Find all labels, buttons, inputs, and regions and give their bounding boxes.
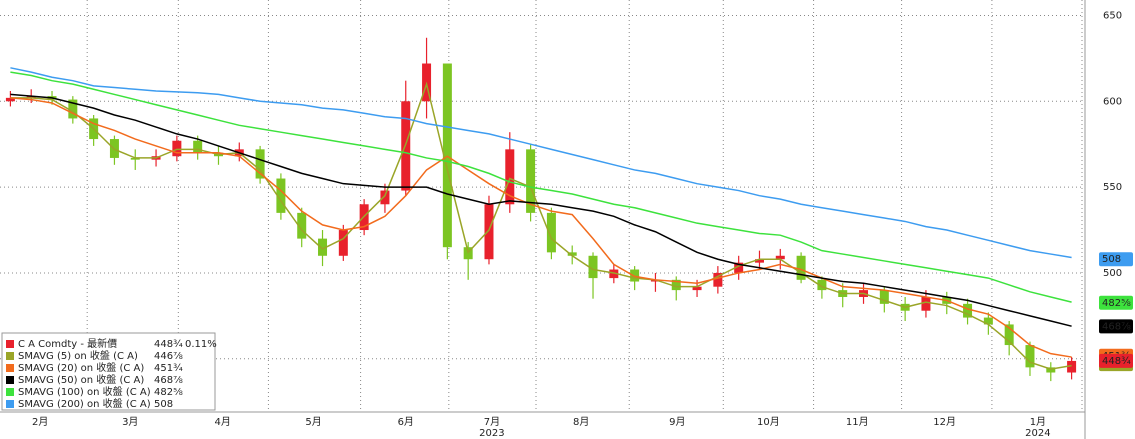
candle-body (505, 149, 515, 205)
candle-body (1025, 345, 1035, 368)
candle-body (130, 157, 140, 160)
legend-change: 0.11% (185, 339, 217, 350)
candle-body (650, 279, 660, 282)
candle-body (588, 255, 598, 279)
legend-name: SMAVG (200) on 收盤 (C A) (18, 397, 151, 410)
x-tick-label: 3月 (122, 416, 138, 428)
legend-value: 482⅝ (154, 387, 183, 398)
candle-body (297, 212, 307, 239)
x-tick-label: 9月 (669, 416, 685, 428)
y-tick-label: 500 (1103, 268, 1122, 279)
value-tag-label: 448¾ (1102, 356, 1131, 367)
x-tick-label: 10月 (757, 416, 780, 428)
candle-body (567, 252, 577, 256)
candle-body (193, 140, 203, 153)
candle-body (26, 96, 36, 98)
value-tag-label: 468⅞ (1102, 321, 1131, 332)
candle-body (775, 255, 785, 260)
x-tick-label: 2月 (32, 416, 48, 428)
candle-body (546, 212, 556, 253)
candle-body (796, 255, 806, 280)
candle-body (484, 204, 494, 260)
x-tick-label: 7月 (484, 416, 500, 428)
candle-body (1046, 367, 1056, 373)
legend-name: SMAVG (5) on 收盤 (C A) (18, 349, 138, 362)
legend-name: SMAVG (20) on 收盤 (C A) (18, 361, 144, 374)
candle-body (734, 262, 744, 273)
candle-body (713, 272, 723, 287)
legend-name: SMAVG (100) on 收盤 (C A) (18, 385, 151, 398)
candle-body (338, 230, 348, 256)
x-tick-label: 6月 (398, 416, 414, 428)
moving-average-line (10, 81, 1072, 370)
moving-average-line (10, 97, 1072, 358)
legend-swatch (6, 364, 14, 372)
candle-body (692, 286, 702, 291)
candle-body (817, 279, 827, 291)
legend-value: 451¾ (154, 363, 183, 374)
value-tag (1099, 353, 1133, 368)
legend-value: 446⅞ (154, 351, 183, 362)
candle-body (380, 190, 390, 205)
legend: C A Comdty - 最新價 448¾ SMAVG (5) on 收盤 (C A… (1, 332, 217, 411)
x-tick-label: 8月 (573, 416, 589, 428)
y-tick-label: 550 (1103, 182, 1122, 193)
moving-average-line (10, 67, 1072, 259)
legend-swatch (6, 352, 14, 360)
y-tick-label: 650 (1103, 10, 1122, 21)
legend-value: 468⅞ (154, 375, 183, 386)
candle-body (879, 290, 889, 304)
year-label: 2023 (479, 428, 504, 439)
candle-body (318, 238, 328, 256)
x-tick-label: 1月 (1030, 416, 1046, 428)
value-tag (1099, 319, 1133, 334)
y-tick-label: 600 (1103, 96, 1122, 107)
legend-swatch (6, 400, 14, 408)
candle-body (963, 303, 973, 318)
candle-body (68, 99, 78, 119)
legend-swatch (6, 340, 14, 348)
candle-body (255, 149, 265, 179)
candle-body (276, 178, 286, 213)
candle-body (671, 279, 681, 291)
x-tick-label: 11月 (846, 416, 869, 428)
legend-box (1, 332, 216, 411)
x-tick-label: 12月 (933, 416, 956, 428)
year-label: 2024 (1025, 428, 1050, 439)
moving-average-line (10, 71, 1072, 303)
legend-value: 448¾ (154, 339, 183, 350)
value-tag (1099, 295, 1133, 310)
candle-body (1067, 360, 1077, 373)
x-tick-label: 4月 (214, 416, 230, 428)
legend-name: C A Comdty - 最新價 (18, 337, 117, 350)
legend-name: SMAVG (50) on 收盤 (C A) (18, 373, 144, 386)
candle-body (5, 97, 15, 102)
legend-value: 508 (154, 399, 173, 410)
candle-body (609, 269, 619, 279)
candle-body (1004, 324, 1014, 346)
candle-body (172, 140, 182, 157)
value-tag-label: 482⅝ (1102, 298, 1131, 309)
candle-body (983, 317, 993, 325)
candle-body (921, 296, 931, 311)
x-tick-label: 5月 (305, 416, 321, 428)
moving-average-line (10, 93, 1072, 327)
candle-body (754, 259, 764, 263)
legend-swatch (6, 388, 14, 396)
value-tag-label: 508 (1102, 254, 1121, 265)
candle-body (526, 149, 536, 213)
value-tag (1099, 252, 1133, 267)
legend-swatch (6, 376, 14, 384)
